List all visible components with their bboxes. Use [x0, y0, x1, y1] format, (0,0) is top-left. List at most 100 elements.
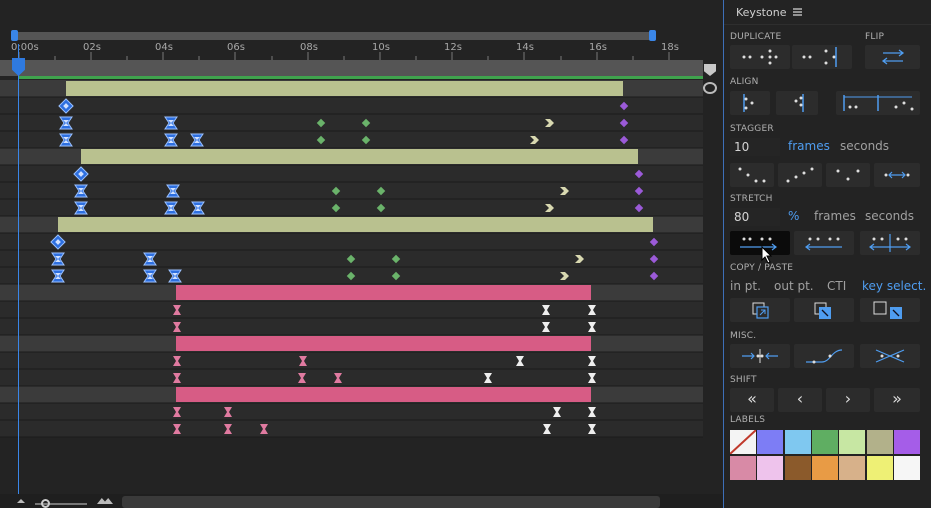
label-swatch[interactable] [784, 456, 811, 480]
prop-row [0, 182, 703, 199]
label-swatch[interactable] [866, 430, 893, 454]
zoom-slider[interactable] [35, 503, 87, 505]
ruler-label-2: 04s [155, 42, 173, 53]
label-swatch[interactable] [811, 430, 838, 454]
prop-row [0, 403, 703, 420]
duplicate-after-button[interactable] [792, 45, 852, 69]
label-swatch[interactable] [757, 430, 784, 454]
paste-replace-button[interactable] [860, 298, 920, 322]
composition-marker-icon[interactable] [704, 64, 716, 76]
shift-far-left-button[interactable]: « [730, 388, 774, 412]
shift-far-right-button[interactable]: » [874, 388, 920, 412]
label-swatch[interactable] [839, 430, 866, 454]
title-underline [724, 24, 931, 25]
prop-row [0, 301, 703, 318]
misc-ease-button[interactable] [794, 344, 854, 368]
label-swatch[interactable] [866, 456, 893, 480]
label-swatch[interactable] [893, 430, 920, 454]
work-area-bar[interactable] [0, 60, 703, 76]
stretch-unit-percent[interactable]: % [788, 209, 800, 223]
stagger-down-right-button[interactable] [730, 163, 774, 187]
ruler-label-8: 16s [589, 42, 607, 53]
flip-label: FLIP [865, 32, 885, 42]
align-label: ALIGN [730, 77, 759, 87]
label-swatch[interactable] [784, 430, 811, 454]
shift-right-button[interactable]: › [826, 388, 870, 412]
stagger-center-button[interactable] [826, 163, 870, 187]
stretch-unit-seconds[interactable]: seconds [865, 209, 915, 223]
misc-label: MISC. [730, 331, 757, 341]
label-swatch[interactable] [757, 456, 784, 480]
ruler-label-0: 0:00s [11, 42, 39, 53]
copy-paste-label: COPY / PASTE [730, 263, 794, 273]
ruler-label-3: 06s [227, 42, 245, 53]
prop-row [0, 165, 703, 182]
layer-bar-green-3 [58, 217, 653, 232]
horizontal-scrollbar[interactable] [122, 496, 660, 508]
stretch-from-center-button[interactable] [860, 231, 920, 255]
label-swatch[interactable] [811, 456, 838, 480]
ruler-label-6: 12s [444, 42, 462, 53]
panel-divider[interactable] [723, 0, 724, 508]
align-center-button[interactable] [776, 91, 818, 115]
stretch-label: STRETCH [730, 194, 773, 204]
stretch-value-field[interactable]: 80 [730, 208, 780, 226]
copy-paste-in-pt[interactable]: in pt. [730, 279, 761, 293]
work-area-range[interactable] [19, 76, 703, 79]
zoom-out-icon[interactable] [17, 499, 25, 503]
ruler-label-1: 02s [83, 42, 101, 53]
time-navigator-end-handle[interactable] [649, 30, 656, 41]
stretch-unit-frames[interactable]: frames [814, 209, 856, 223]
keystone-panel: Keystone DUPLICATE FLIP ALIGN STAGGER 10… [724, 0, 931, 508]
copy-paste-key-select[interactable]: key select. [862, 279, 927, 293]
misc-reverse-button[interactable] [860, 344, 920, 368]
shift-label: SHIFT [730, 375, 757, 385]
flip-button[interactable] [865, 45, 920, 69]
stagger-unit-frames[interactable]: frames [788, 139, 830, 153]
align-left-button[interactable] [730, 91, 770, 115]
rows-canvas [0, 80, 703, 438]
stagger-label: STAGGER [730, 124, 774, 134]
labels-label: LABELS [730, 415, 766, 425]
prop-row [0, 369, 703, 386]
misc-collapse-button[interactable] [730, 344, 790, 368]
stretch-from-end-button[interactable] [794, 231, 854, 255]
ruler-label-9: 18s [661, 42, 679, 53]
stagger-unit-seconds[interactable]: seconds [840, 139, 890, 153]
paste-button[interactable] [794, 298, 854, 322]
time-navigator-start-handle[interactable] [11, 30, 18, 41]
label-swatches [729, 429, 920, 482]
ruler-label-5: 10s [372, 42, 390, 53]
layer-bar-pink-2 [176, 336, 591, 351]
zoom-slider-thumb[interactable] [41, 499, 50, 508]
playhead-line[interactable] [18, 44, 19, 496]
shift-left-button[interactable]: ‹ [778, 388, 822, 412]
copy-button[interactable] [730, 298, 790, 322]
prop-row [0, 114, 703, 131]
playhead-handle[interactable] [12, 58, 25, 76]
stagger-value-field[interactable]: 10 [730, 138, 780, 156]
ruler-ticks [18, 52, 670, 60]
time-navigator-track[interactable] [15, 32, 655, 40]
stagger-up-right-button[interactable] [778, 163, 822, 187]
duplicate-before-button[interactable] [730, 45, 790, 69]
stretch-from-start-button[interactable] [730, 231, 790, 255]
ruler-label-7: 14s [516, 42, 534, 53]
stagger-spread-button[interactable] [874, 163, 920, 187]
label-swatch[interactable] [893, 456, 920, 480]
label-swatch-none[interactable] [729, 429, 757, 455]
prop-row [0, 131, 703, 148]
layer-bar-pink-3 [176, 387, 591, 402]
copy-paste-cti[interactable]: CTI [827, 279, 847, 293]
timeline-panel: 0:00s 02s 04s 06s 08s 10s 12s 14s 16s 18… [0, 30, 717, 508]
label-swatch[interactable] [839, 456, 866, 480]
hamburger-icon[interactable] [793, 8, 802, 16]
prop-row [0, 199, 703, 216]
prop-row [0, 420, 703, 437]
comp-button-icon[interactable] [703, 82, 717, 94]
layer-bar-green-1 [66, 81, 623, 96]
label-swatch[interactable] [730, 456, 756, 480]
copy-paste-out-pt[interactable]: out pt. [774, 279, 814, 293]
align-range-button[interactable] [836, 91, 920, 115]
layer-bar-green-2 [81, 149, 638, 164]
